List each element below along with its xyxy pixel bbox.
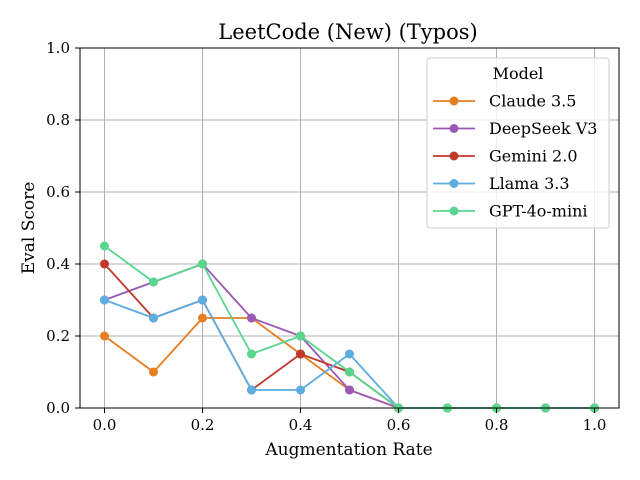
data-point-llama-3-3 <box>100 295 109 305</box>
data-point-gpt-4o-mini <box>345 367 354 377</box>
legend-marker-gpt-4o-mini <box>449 206 459 216</box>
y-tick-label: 0.2 <box>46 327 70 345</box>
data-point-deepseek-v3 <box>345 385 354 395</box>
legend-item-gemini-2-0: Gemini 2.0 <box>433 147 578 166</box>
x-tick-label: 0.4 <box>289 416 313 434</box>
y-tick-label: 0.4 <box>46 255 70 273</box>
y-tick-label: 0.6 <box>46 183 70 201</box>
chart-title: LeetCode (New) (Typos) <box>218 20 477 44</box>
legend-item-claude-3-5: Claude 3.5 <box>433 92 576 111</box>
data-point-claude-3-5 <box>198 313 207 323</box>
data-point-claude-3-5 <box>100 331 109 341</box>
data-point-gpt-4o-mini <box>247 349 256 359</box>
data-point-gemini-2-0 <box>100 259 109 269</box>
legend-label-deepseek-v3: DeepSeek V3 <box>489 119 597 138</box>
y-tick-label: 0.0 <box>46 399 70 417</box>
legend-title: Model <box>493 64 544 83</box>
legend-marker-claude-3-5 <box>449 96 459 106</box>
legend-item-llama-3-3: Llama 3.3 <box>433 174 570 193</box>
x-axis-label: Augmentation Rate <box>264 440 432 460</box>
data-point-gpt-4o-mini <box>198 259 207 269</box>
x-tick-label: 0.8 <box>485 416 509 434</box>
data-point-gemini-2-0 <box>296 349 305 359</box>
data-point-gpt-4o-mini <box>149 277 158 287</box>
legend-marker-gemini-2-0 <box>449 151 459 161</box>
data-point-claude-3-5 <box>149 367 158 377</box>
legend-label-gemini-2-0: Gemini 2.0 <box>489 147 578 166</box>
legend-item-deepseek-v3: DeepSeek V3 <box>433 119 597 138</box>
x-tick-label: 0.2 <box>191 416 215 434</box>
y-tick-label: 0.8 <box>46 111 70 129</box>
axis-ticks: 0.0 0.2 0.4 0.6 0.8 1.0 0.0 0.2 0.4 0.6 0.8 1.0 <box>46 39 606 434</box>
legend-item-gpt-4o-mini: GPT-4o-mini <box>433 202 588 221</box>
legend-items: Claude 3.5 DeepSeek V3 Gemini 2.0 Llama 3.3… <box>433 92 597 221</box>
data-point-gpt-4o-mini <box>296 331 305 341</box>
data-point-llama-3-3 <box>149 313 158 323</box>
legend-label-gpt-4o-mini: GPT-4o-mini <box>489 202 588 221</box>
data-point-llama-3-3 <box>198 295 207 305</box>
x-tick-label: 0.0 <box>93 416 117 434</box>
data-point-llama-3-3 <box>345 349 354 359</box>
data-point-deepseek-v3 <box>247 313 256 323</box>
plot-frame <box>79 47 620 409</box>
legend-label-claude-3-5: Claude 3.5 <box>489 92 576 111</box>
x-tick-label: 0.6 <box>387 416 411 434</box>
data-point-llama-3-3 <box>296 385 305 395</box>
legend: Model Claude 3.5 DeepSeek V3 Gemini 2.0 Lla… <box>426 57 610 229</box>
y-tick-label: 1.0 <box>46 39 70 57</box>
legend-marker-llama-3-3 <box>449 179 459 188</box>
legend-marker-deepseek-v3 <box>449 124 459 133</box>
legend-label-llama-3-3: Llama 3.3 <box>489 174 570 193</box>
data-point-gpt-4o-mini <box>100 241 109 251</box>
x-tick-label: 1.0 <box>583 416 607 434</box>
data-point-llama-3-3 <box>247 385 256 395</box>
y-axis-label: Eval Score <box>19 182 39 275</box>
series-layer <box>100 241 599 413</box>
